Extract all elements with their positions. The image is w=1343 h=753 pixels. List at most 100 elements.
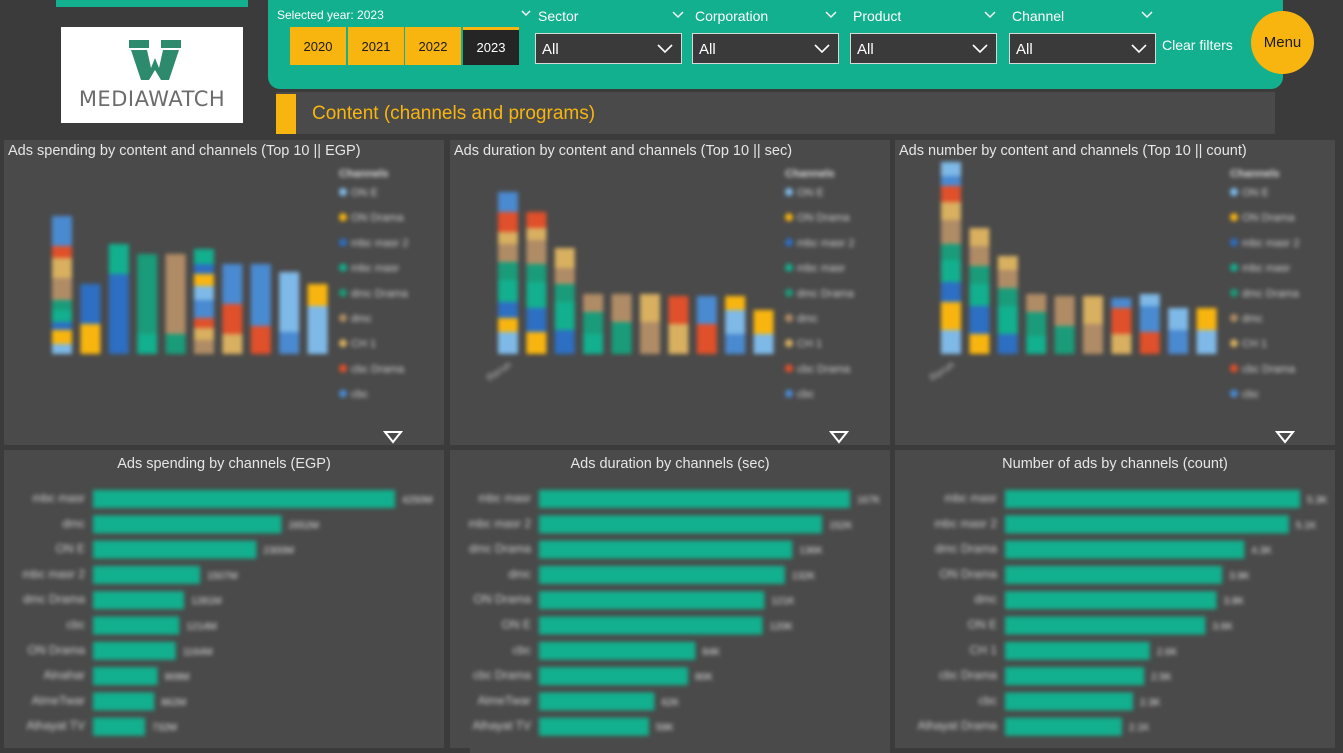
stacked-bar-chart: Channels ON E ON Drama mbc masr 2 mbc masr dm… bbox=[52, 168, 409, 401]
data-label: 5.3K bbox=[1307, 495, 1328, 506]
data-label: 80K bbox=[695, 672, 713, 683]
legend-marker bbox=[785, 314, 793, 322]
corporation-dropdown[interactable]: All bbox=[692, 33, 839, 64]
stacked-segment bbox=[1139, 294, 1160, 306]
data-label: 2652M bbox=[288, 520, 319, 531]
legend-marker bbox=[339, 339, 347, 348]
stacked-segment bbox=[941, 330, 961, 354]
chevron-down-icon[interactable] bbox=[521, 8, 531, 18]
sector-value: All bbox=[542, 41, 559, 58]
bar bbox=[93, 667, 158, 686]
category-label: Alhayat TV bbox=[27, 719, 85, 733]
duration-by-content-panel: Ads duration by content and channels (To… bbox=[450, 140, 890, 445]
stacked-segment bbox=[52, 278, 72, 300]
product-dropdown[interactable]: All bbox=[850, 33, 997, 64]
data-label: 3.9K bbox=[1229, 571, 1250, 582]
stacked-segment bbox=[941, 282, 961, 302]
stacked-segment bbox=[52, 330, 72, 344]
expand-down-icon[interactable] bbox=[829, 430, 849, 444]
year-button-2023[interactable]: 2023 bbox=[463, 27, 519, 65]
stacked-segment bbox=[526, 264, 547, 282]
stacked-segment bbox=[554, 302, 575, 330]
stacked-segment bbox=[1111, 298, 1132, 308]
bar bbox=[93, 641, 176, 660]
data-label: 2300M bbox=[263, 546, 294, 557]
stacked-segment bbox=[52, 300, 72, 310]
horizontal-scrollbar[interactable] bbox=[470, 745, 890, 753]
spending-by-channels-panel: Ads spending by channels (EGP) mbc masr 4… bbox=[4, 450, 444, 748]
expand-down-icon[interactable] bbox=[1275, 430, 1295, 444]
legend-label: mbc masr 2 bbox=[351, 237, 408, 249]
stacked-segment bbox=[194, 286, 214, 300]
product-label: Product bbox=[853, 8, 902, 24]
year-button-2021[interactable]: 2021 bbox=[348, 27, 404, 65]
stacked-segment bbox=[583, 294, 604, 312]
stacked-segment bbox=[1054, 296, 1075, 326]
stacked-segment bbox=[526, 240, 547, 264]
legend-label: cbc bbox=[1242, 389, 1260, 401]
product-value: All bbox=[857, 41, 874, 58]
channel-dropdown[interactable]: All bbox=[1009, 33, 1156, 64]
stacked-segment bbox=[52, 246, 72, 258]
chevron-down-icon[interactable] bbox=[825, 9, 837, 19]
legend-label: cbc Drama bbox=[1242, 363, 1296, 375]
year-button-2022[interactable]: 2022 bbox=[405, 27, 461, 65]
stacked-segment bbox=[554, 330, 575, 354]
stacked-segment bbox=[668, 296, 689, 324]
stacked-segment bbox=[498, 332, 518, 354]
stacked-segment bbox=[279, 332, 300, 354]
legend-label: mbc masr bbox=[797, 263, 846, 275]
legend-label: ON Drama bbox=[1242, 212, 1295, 224]
category-label: ON Drama bbox=[940, 567, 998, 581]
stacked-segment bbox=[279, 272, 300, 332]
category-label: dmc Drama bbox=[23, 592, 85, 606]
legend-marker bbox=[339, 188, 347, 196]
stacked-segment bbox=[997, 270, 1018, 288]
stacked-segment bbox=[611, 322, 632, 354]
bar bbox=[539, 616, 763, 635]
bar bbox=[1005, 717, 1122, 736]
stacked-segment bbox=[941, 302, 961, 330]
legend-marker bbox=[339, 213, 347, 222]
legend-label: ON Drama bbox=[797, 212, 850, 224]
stacked-bar-chart: Rerun Channels ON E ON Drama mbc masr 2 mbc m… bbox=[928, 162, 1300, 401]
legend-label: ON E bbox=[351, 187, 378, 199]
stacked-segment bbox=[52, 258, 72, 278]
bar bbox=[1005, 515, 1289, 534]
bar bbox=[539, 667, 688, 686]
chevron-down-icon[interactable] bbox=[1141, 9, 1153, 19]
stacked-segment bbox=[1026, 312, 1047, 336]
stacked-segment bbox=[307, 284, 328, 306]
menu-button[interactable]: Menu bbox=[1251, 11, 1314, 74]
chevron-down-icon[interactable] bbox=[672, 9, 684, 19]
chevron-down-icon[interactable] bbox=[984, 9, 996, 19]
legend-label: dmc bbox=[351, 313, 372, 325]
section-accent-bar bbox=[276, 94, 296, 134]
stacked-segment bbox=[554, 248, 575, 268]
stacked-segment bbox=[997, 334, 1018, 354]
stacked-segment bbox=[969, 266, 990, 284]
stacked-segment bbox=[222, 334, 243, 354]
duration-by-channels-panel: Ads duration by channels (sec) mbc masr 1… bbox=[450, 450, 890, 748]
chevron-down-icon bbox=[814, 44, 830, 54]
sector-dropdown[interactable]: All bbox=[535, 33, 682, 64]
stacked-segment bbox=[583, 312, 604, 334]
legend-label: CH 1 bbox=[351, 338, 376, 350]
legend-label: dmc bbox=[797, 313, 818, 325]
data-label: 167K bbox=[857, 495, 881, 506]
legend-marker bbox=[1230, 238, 1238, 247]
stacked-segment bbox=[640, 294, 660, 322]
year-button-2020[interactable]: 2020 bbox=[290, 27, 346, 65]
stacked-segment bbox=[1196, 308, 1217, 330]
expand-down-icon[interactable] bbox=[383, 430, 403, 444]
data-label: 4250M bbox=[402, 495, 433, 506]
stacked-segment bbox=[526, 308, 547, 332]
stacked-segment bbox=[165, 254, 186, 334]
bar bbox=[93, 616, 180, 635]
bar bbox=[1005, 490, 1300, 508]
clear-filters-button[interactable]: Clear filters bbox=[1162, 37, 1233, 53]
legend-label: dmc Drama bbox=[1242, 288, 1300, 300]
stacked-segment bbox=[498, 280, 518, 302]
channel-value: All bbox=[1016, 41, 1033, 58]
legend-marker bbox=[1230, 364, 1238, 373]
